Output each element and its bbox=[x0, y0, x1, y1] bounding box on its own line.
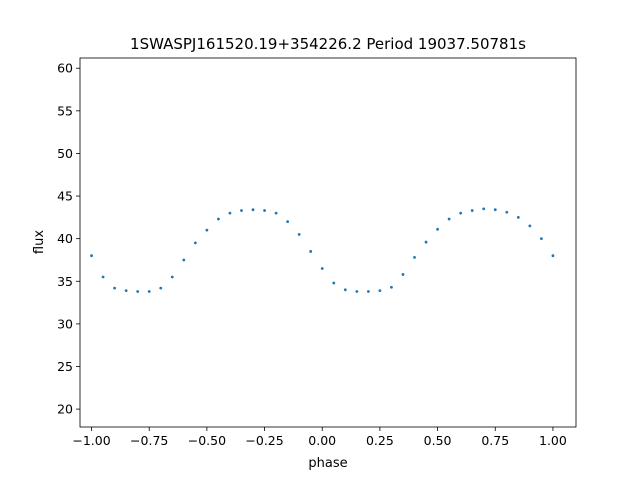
data-point bbox=[424, 240, 428, 244]
data-points bbox=[90, 207, 555, 293]
data-point bbox=[390, 285, 393, 289]
chart-title: 1SWASPJ161520.19+354226.2 Period 19037.5… bbox=[130, 35, 526, 53]
data-point bbox=[482, 207, 486, 211]
data-point bbox=[528, 224, 532, 228]
y-tick-label: 60 bbox=[57, 61, 73, 76]
data-point bbox=[170, 275, 174, 279]
x-tick-label: 0.00 bbox=[308, 433, 336, 448]
x-tick-label: 0.25 bbox=[366, 433, 394, 448]
data-point bbox=[320, 267, 324, 270]
data-point bbox=[540, 237, 543, 241]
data-point bbox=[182, 258, 186, 262]
data-point bbox=[113, 286, 116, 290]
data-point bbox=[470, 209, 474, 212]
data-point bbox=[124, 289, 128, 293]
y-tick-label: 45 bbox=[57, 189, 73, 204]
data-point bbox=[355, 290, 359, 293]
data-point bbox=[309, 250, 313, 253]
data-point bbox=[436, 227, 439, 231]
data-point bbox=[505, 210, 509, 214]
data-point bbox=[413, 256, 416, 259]
y-tick-label: 40 bbox=[57, 231, 73, 246]
data-point bbox=[240, 209, 243, 212]
data-point bbox=[401, 273, 405, 276]
data-point bbox=[90, 254, 93, 258]
data-point bbox=[101, 275, 105, 279]
x-tick-label: −1.00 bbox=[72, 433, 110, 448]
y-axis-ticks: 20 25 30 35 40 45 50 55 60 bbox=[57, 61, 80, 417]
x-tick-label: 1.00 bbox=[539, 433, 567, 448]
data-point bbox=[228, 211, 232, 215]
data-point bbox=[251, 208, 255, 212]
data-point bbox=[551, 254, 555, 258]
x-tick-label: 0.75 bbox=[481, 433, 509, 448]
y-tick-label: 25 bbox=[57, 359, 73, 374]
y-tick-label: 30 bbox=[57, 316, 73, 331]
plot-frame bbox=[79, 57, 577, 428]
data-point bbox=[286, 220, 290, 224]
y-axis-label: flux bbox=[32, 230, 47, 254]
data-point bbox=[147, 290, 151, 293]
y-tick-label: 50 bbox=[57, 146, 73, 161]
data-point bbox=[297, 233, 301, 236]
data-point bbox=[459, 211, 463, 215]
data-point bbox=[159, 286, 163, 290]
data-point bbox=[516, 215, 520, 219]
data-point bbox=[193, 241, 197, 245]
data-point bbox=[332, 281, 336, 285]
data-point bbox=[366, 290, 370, 293]
data-point bbox=[263, 209, 266, 212]
x-tick-label: −0.25 bbox=[245, 433, 283, 448]
x-axis-ticks: −1.00 −0.75 −0.50 −0.25 0.00 0.25 0.50 0.75 1.00 bbox=[72, 427, 567, 448]
y-tick-label: 35 bbox=[57, 274, 73, 289]
data-point bbox=[343, 288, 347, 292]
data-point bbox=[136, 290, 140, 293]
x-tick-label: 0.50 bbox=[424, 433, 452, 448]
data-point bbox=[378, 289, 382, 293]
data-point bbox=[205, 228, 209, 232]
data-point bbox=[447, 217, 451, 221]
data-point bbox=[274, 211, 278, 215]
y-tick-label: 20 bbox=[57, 402, 73, 417]
data-point bbox=[217, 217, 220, 221]
x-axis-label: phase bbox=[308, 456, 347, 471]
y-tick-label: 55 bbox=[57, 103, 73, 118]
x-tick-label: −0.50 bbox=[188, 433, 226, 448]
data-point bbox=[493, 208, 497, 212]
x-tick-label: −0.75 bbox=[130, 433, 168, 448]
